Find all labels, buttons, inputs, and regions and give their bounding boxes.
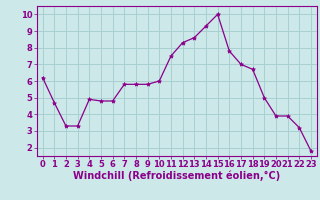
- X-axis label: Windchill (Refroidissement éolien,°C): Windchill (Refroidissement éolien,°C): [73, 171, 280, 181]
